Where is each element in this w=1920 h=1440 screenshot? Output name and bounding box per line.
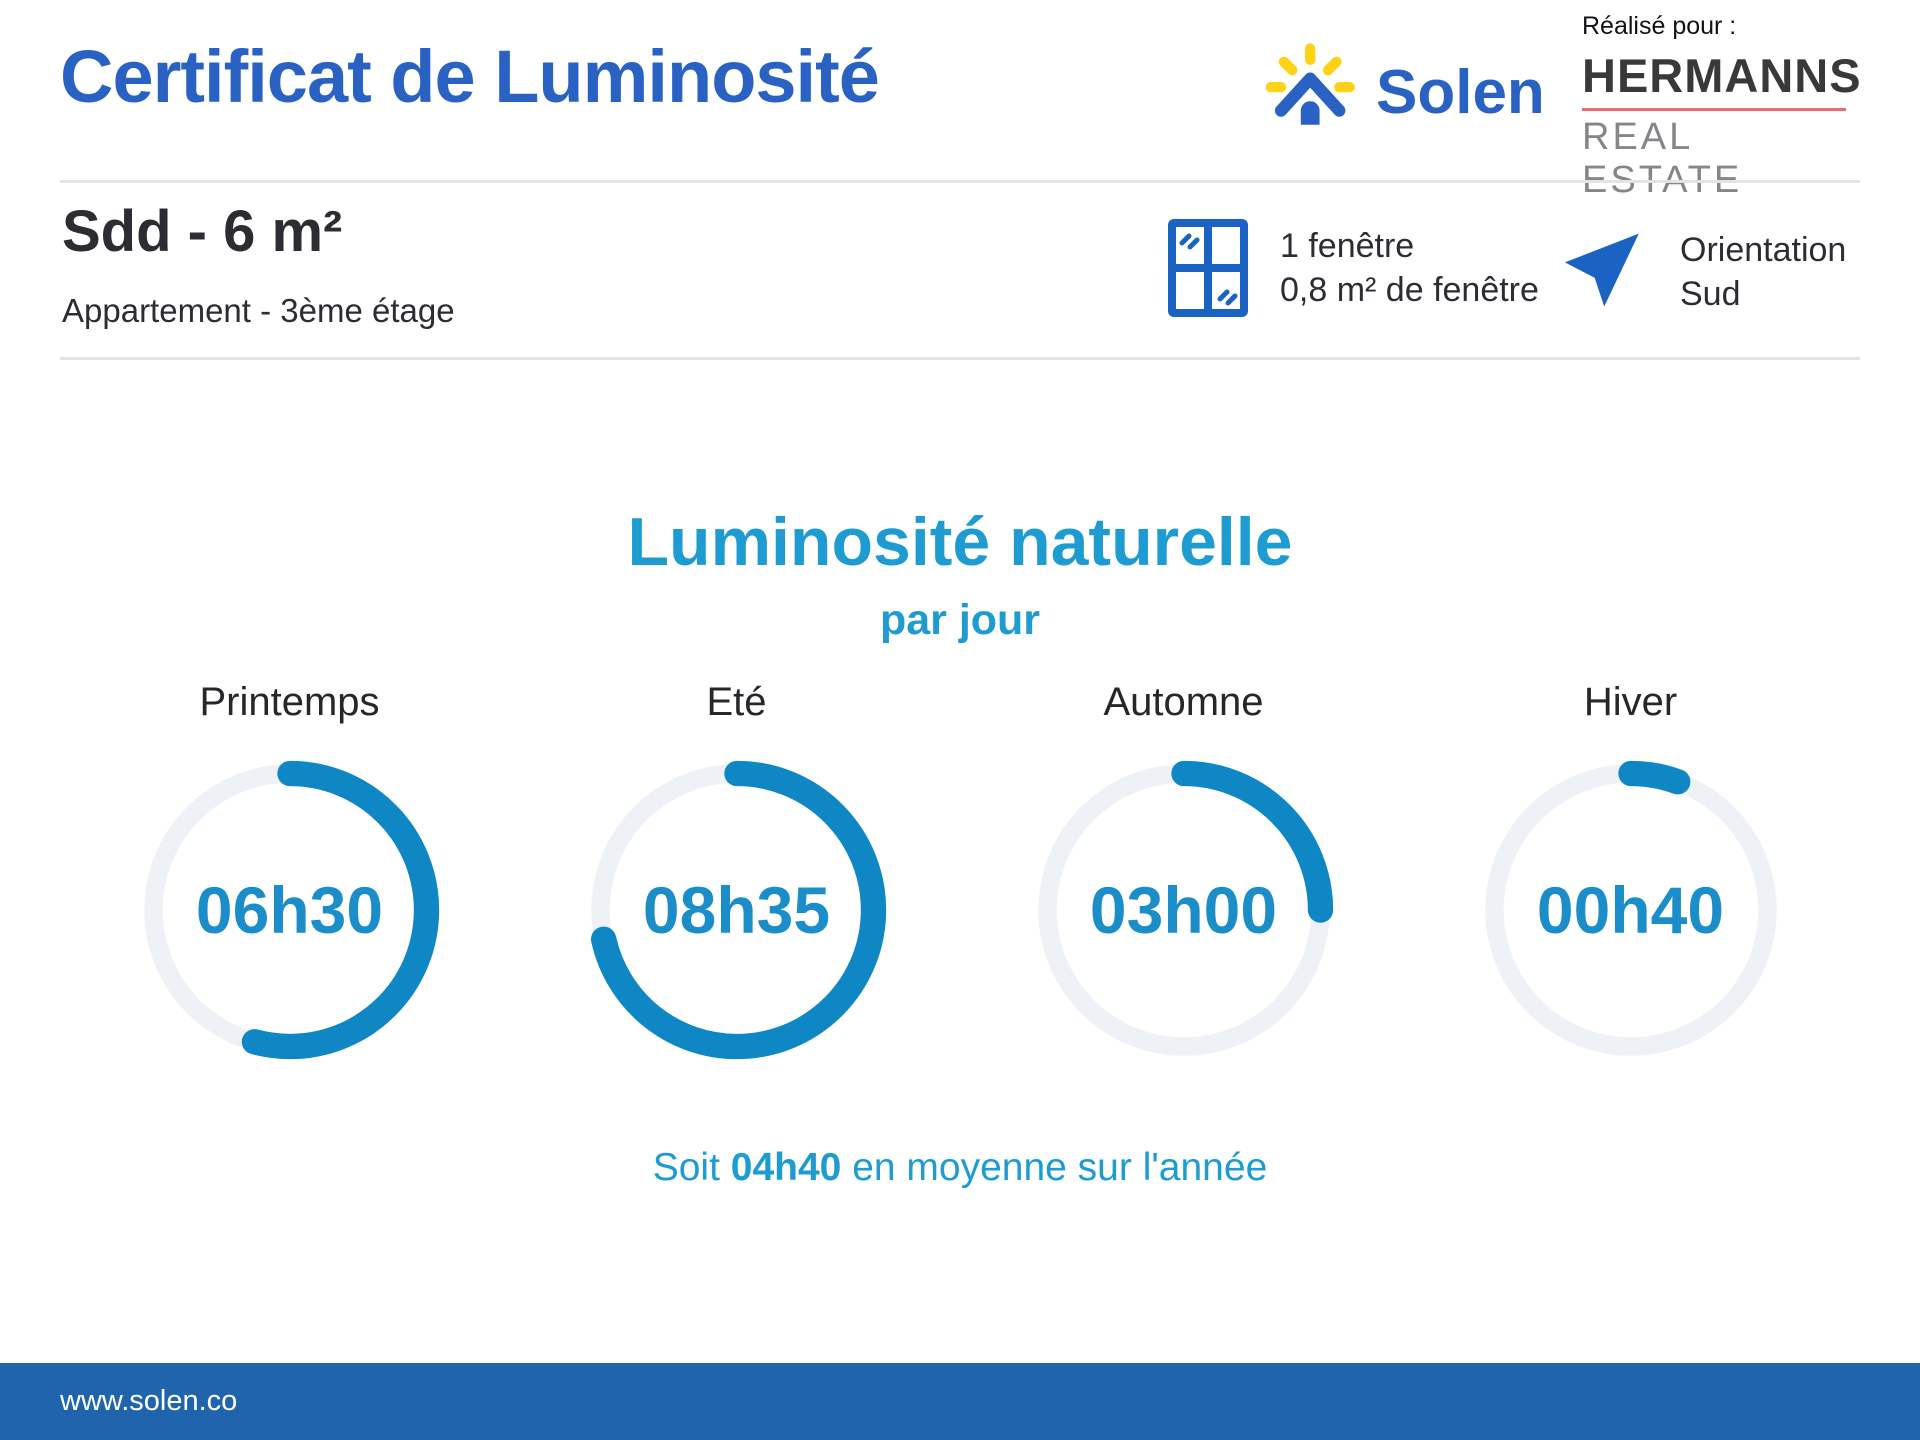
navigation-arrow-icon xyxy=(1564,233,1639,307)
room-subtitle: Appartement - 3ème étage xyxy=(62,292,455,329)
annual-average-summary: Soit 04h40 en moyenne sur l'année xyxy=(0,1146,1920,1190)
section-title: Luminosité naturelle xyxy=(627,504,1293,580)
season-label: Automne xyxy=(1103,680,1264,724)
orientation-value: Sud xyxy=(1680,275,1741,313)
page-title: Certificat de Luminosité xyxy=(60,35,880,118)
gauge-hiver: Hiver 00h40 xyxy=(1407,678,1854,1066)
gauge-automne: Automne 03h00 xyxy=(960,678,1407,1066)
summary-prefix: Soit xyxy=(652,1146,731,1189)
footer-bar: www.solen.co xyxy=(0,1363,1920,1440)
window-count: 1 fenêtre xyxy=(1280,227,1415,265)
season-label: Printemps xyxy=(199,680,380,724)
gauge-printemps: Printemps 06h30 xyxy=(66,678,513,1066)
gauge-arc xyxy=(1034,760,1333,1060)
gauge-arc xyxy=(587,760,886,1060)
client-subtitle: REAL ESTATE xyxy=(1582,116,1743,201)
orientation-icon-box xyxy=(1562,224,1658,320)
window-icon xyxy=(1168,219,1248,317)
gauge-arc xyxy=(140,760,439,1060)
sun-house-icon xyxy=(1266,43,1355,125)
window-info: 1 fenêtre 0,8 m² de fenêtre xyxy=(1280,224,1539,312)
gauge-value: 06h30 xyxy=(195,873,384,947)
gauge-value: 08h35 xyxy=(642,873,831,947)
gauge-ring: 08h35 xyxy=(581,754,893,1066)
orientation-label: Orientation xyxy=(1680,231,1847,269)
season-gauges: Printemps 06h30 Eté 08h35 Automne xyxy=(66,678,1854,1066)
client-name: HERMANNS xyxy=(1582,49,1862,102)
footer-url[interactable]: www.solen.co xyxy=(60,1385,238,1417)
window-icon-box xyxy=(1167,218,1249,318)
season-label: Hiver xyxy=(1583,680,1678,724)
orientation-info: Orientation Sud xyxy=(1680,228,1846,316)
property-divider xyxy=(60,357,1860,360)
gauge-arc xyxy=(1481,760,1780,1060)
gauge-value: 03h00 xyxy=(1089,873,1278,947)
section-subtitle: par jour xyxy=(879,596,1041,644)
room-title: Sdd - 6 m² xyxy=(62,199,343,264)
solen-logo: Solen xyxy=(1266,42,1545,136)
client-logo-divider xyxy=(1582,108,1846,111)
client-logo-block: Réalisé pour : HERMANNS REAL ESTATE xyxy=(1582,12,1862,202)
client-intro-label: Réalisé pour : xyxy=(1582,12,1737,40)
gauge-ete: Eté 08h35 xyxy=(513,678,960,1066)
gauge-value: 00h40 xyxy=(1536,873,1725,947)
solen-wordmark: Solen xyxy=(1376,57,1545,127)
gauge-ring: 03h00 xyxy=(1028,754,1340,1066)
window-area: 0,8 m² de fenêtre xyxy=(1280,271,1539,309)
gauge-ring: 06h30 xyxy=(134,754,446,1066)
header-divider xyxy=(60,180,1860,183)
summary-suffix: en moyenne sur l'année xyxy=(841,1146,1268,1189)
summary-value: 04h40 xyxy=(730,1146,842,1189)
gauge-ring: 00h40 xyxy=(1475,754,1787,1066)
season-label: Eté xyxy=(706,680,767,724)
